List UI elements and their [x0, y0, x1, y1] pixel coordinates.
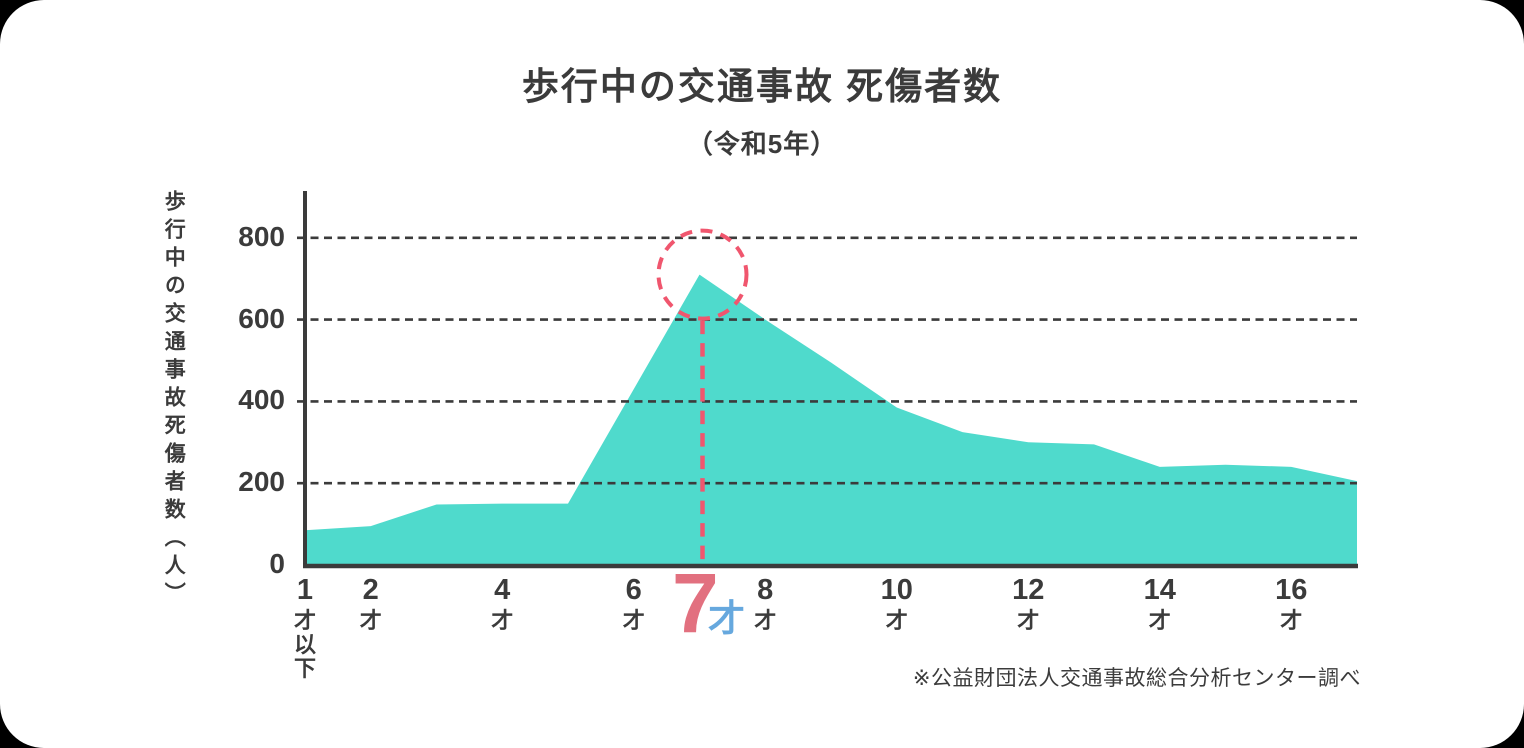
x-tick-suffix: 才	[754, 608, 777, 633]
y-axis-label: 歩行中の交通事故死傷者数（人）	[162, 190, 186, 610]
chart-subtitle: （令和5年）	[686, 129, 838, 159]
x-tick-suffix: 才	[885, 608, 908, 633]
x-tick-suffix: 才	[491, 608, 514, 633]
x-tick-number: 10	[880, 574, 913, 606]
chart-title: 歩行中の交通事故 死傷者数	[521, 66, 1003, 107]
x-tick-suffix: 才	[1017, 608, 1040, 633]
y-tick-label-200: 200	[238, 466, 285, 498]
source-footnote: ※公益財団法人交通事故総合分析センター調べ	[912, 667, 1361, 690]
x-tick-label-14: 14 才	[1144, 576, 1176, 633]
x-tick-number: 14	[1143, 574, 1176, 606]
x-tick-number: 1	[296, 574, 314, 606]
x-tick-suffix: 才	[359, 608, 382, 633]
x-tick-label-10: 10 才	[881, 576, 913, 633]
y-tick-label-600: 600	[238, 302, 285, 334]
x-tick-label-12: 12 才	[1012, 576, 1044, 633]
x-tick-suffix: 才	[622, 608, 645, 633]
highlight-age-suffix: 才	[708, 598, 745, 639]
x-tick-number: 4	[494, 574, 511, 606]
highlight-circle	[656, 228, 749, 321]
x-tick-suffix: 才以下	[293, 608, 317, 681]
area-fill	[305, 274, 1357, 567]
x-tick-number: 12	[1012, 574, 1045, 606]
x-tick-number: 8	[757, 574, 774, 606]
x-tick-number: 6	[625, 574, 642, 606]
x-tick-suffix: 才	[1280, 608, 1303, 633]
y-tick-label-400: 400	[238, 384, 285, 416]
y-tick-label-800: 800	[238, 220, 285, 252]
x-tick-suffix: 才	[1148, 608, 1171, 633]
x-tick-number: 2	[362, 574, 379, 606]
y-tick-label-0: 0	[269, 548, 285, 579]
highlight-age-number: 7	[672, 556, 719, 650]
x-tick-number: 16	[1275, 574, 1308, 606]
x-tick-label-16: 16 才	[1275, 576, 1307, 633]
